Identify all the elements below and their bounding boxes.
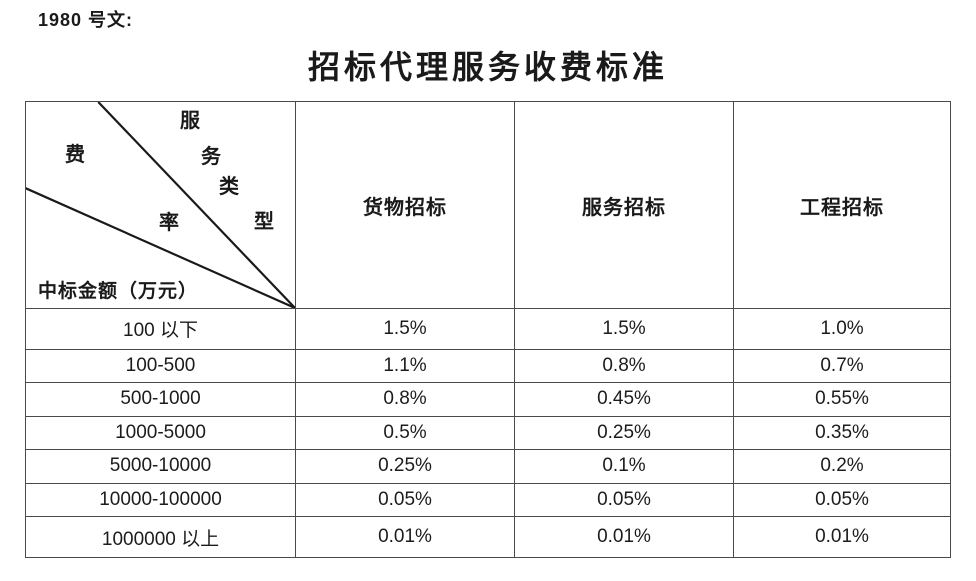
table-row: 5000-10000 0.25% 0.1% 0.2% — [25, 449, 951, 484]
rate-cell-engineering: 0.01% — [733, 516, 951, 558]
rate-cell-services: 0.1% — [514, 449, 734, 484]
column-header-engineering: 工程招标 — [733, 101, 951, 309]
table-row: 10000-100000 0.05% 0.05% 0.05% — [25, 482, 951, 518]
diagonal-corner-cell: 服 务 类 型 费 率 中标金额（万元） — [25, 101, 296, 309]
corner-label-service-char-1: 服 — [180, 110, 200, 132]
corner-label-service-char-4: 型 — [254, 211, 274, 233]
column-header-services: 服务招标 — [514, 101, 734, 309]
rate-cell-goods: 0.05% — [295, 482, 515, 518]
rate-cell-engineering: 0.55% — [733, 382, 951, 417]
doc-number-note: 1980 号文: — [38, 10, 134, 30]
column-header-goods: 货物招标 — [295, 101, 515, 309]
rate-cell-services: 0.05% — [514, 482, 734, 518]
corner-row-axis-label: 中标金额（万元） — [38, 281, 199, 302]
rate-cell-services: 0.8% — [514, 348, 734, 384]
rate-cell-goods: 1.1% — [295, 348, 515, 384]
table-row: 500-1000 0.8% 0.45% 0.55% — [25, 382, 951, 417]
table-row: 1000-5000 0.5% 0.25% 0.35% — [25, 415, 951, 451]
rate-cell-goods: 0.01% — [295, 516, 515, 558]
fee-standard-table: 服 务 类 型 费 率 中标金额（万元） 货物招标 服务招标 工程招标 100 … — [25, 101, 951, 558]
amount-range-cell: 100 以下 — [25, 308, 296, 350]
corner-label-service-char-3: 类 — [219, 176, 239, 198]
rate-cell-engineering: 0.35% — [733, 415, 951, 451]
amount-range-cell: 500-1000 — [25, 382, 296, 417]
amount-range-cell: 100-500 — [25, 348, 296, 384]
rate-cell-engineering: 0.2% — [733, 449, 951, 484]
corner-label-service-char-2: 务 — [201, 146, 221, 168]
rate-cell-engineering: 0.7% — [733, 348, 951, 384]
diagonal-lines — [26, 102, 295, 308]
rate-cell-engineering: 0.05% — [733, 482, 951, 518]
corner-label-fee-char-1: 费 — [65, 144, 85, 166]
table-row: 100 以下 1.5% 1.5% 1.0% — [25, 308, 951, 350]
rate-cell-goods: 0.8% — [295, 382, 515, 417]
rate-cell-services: 0.25% — [514, 415, 734, 451]
rate-cell-goods: 0.25% — [295, 449, 515, 484]
corner-label-fee-char-2: 率 — [159, 212, 179, 234]
rate-cell-goods: 0.5% — [295, 415, 515, 451]
rate-cell-engineering: 1.0% — [733, 308, 951, 350]
page-title: 招标代理服务收费标准 — [307, 49, 668, 85]
rate-cell-services: 0.01% — [514, 516, 734, 558]
amount-range-cell: 10000-100000 — [25, 482, 296, 518]
table-row: 100-500 1.1% 0.8% 0.7% — [25, 348, 951, 384]
amount-range-cell: 1000-5000 — [25, 415, 296, 451]
table-row: 1000000 以上 0.01% 0.01% 0.01% — [25, 516, 951, 558]
amount-range-cell: 1000000 以上 — [25, 516, 296, 558]
rate-cell-services: 1.5% — [514, 308, 734, 350]
diagonal-corner-content: 服 务 类 型 费 率 中标金额（万元） — [26, 102, 295, 308]
rate-cell-services: 0.45% — [514, 382, 734, 417]
amount-range-cell: 5000-10000 — [25, 449, 296, 484]
table-header-row: 服 务 类 型 费 率 中标金额（万元） 货物招标 服务招标 工程招标 — [25, 101, 951, 309]
rate-cell-goods: 1.5% — [295, 308, 515, 350]
